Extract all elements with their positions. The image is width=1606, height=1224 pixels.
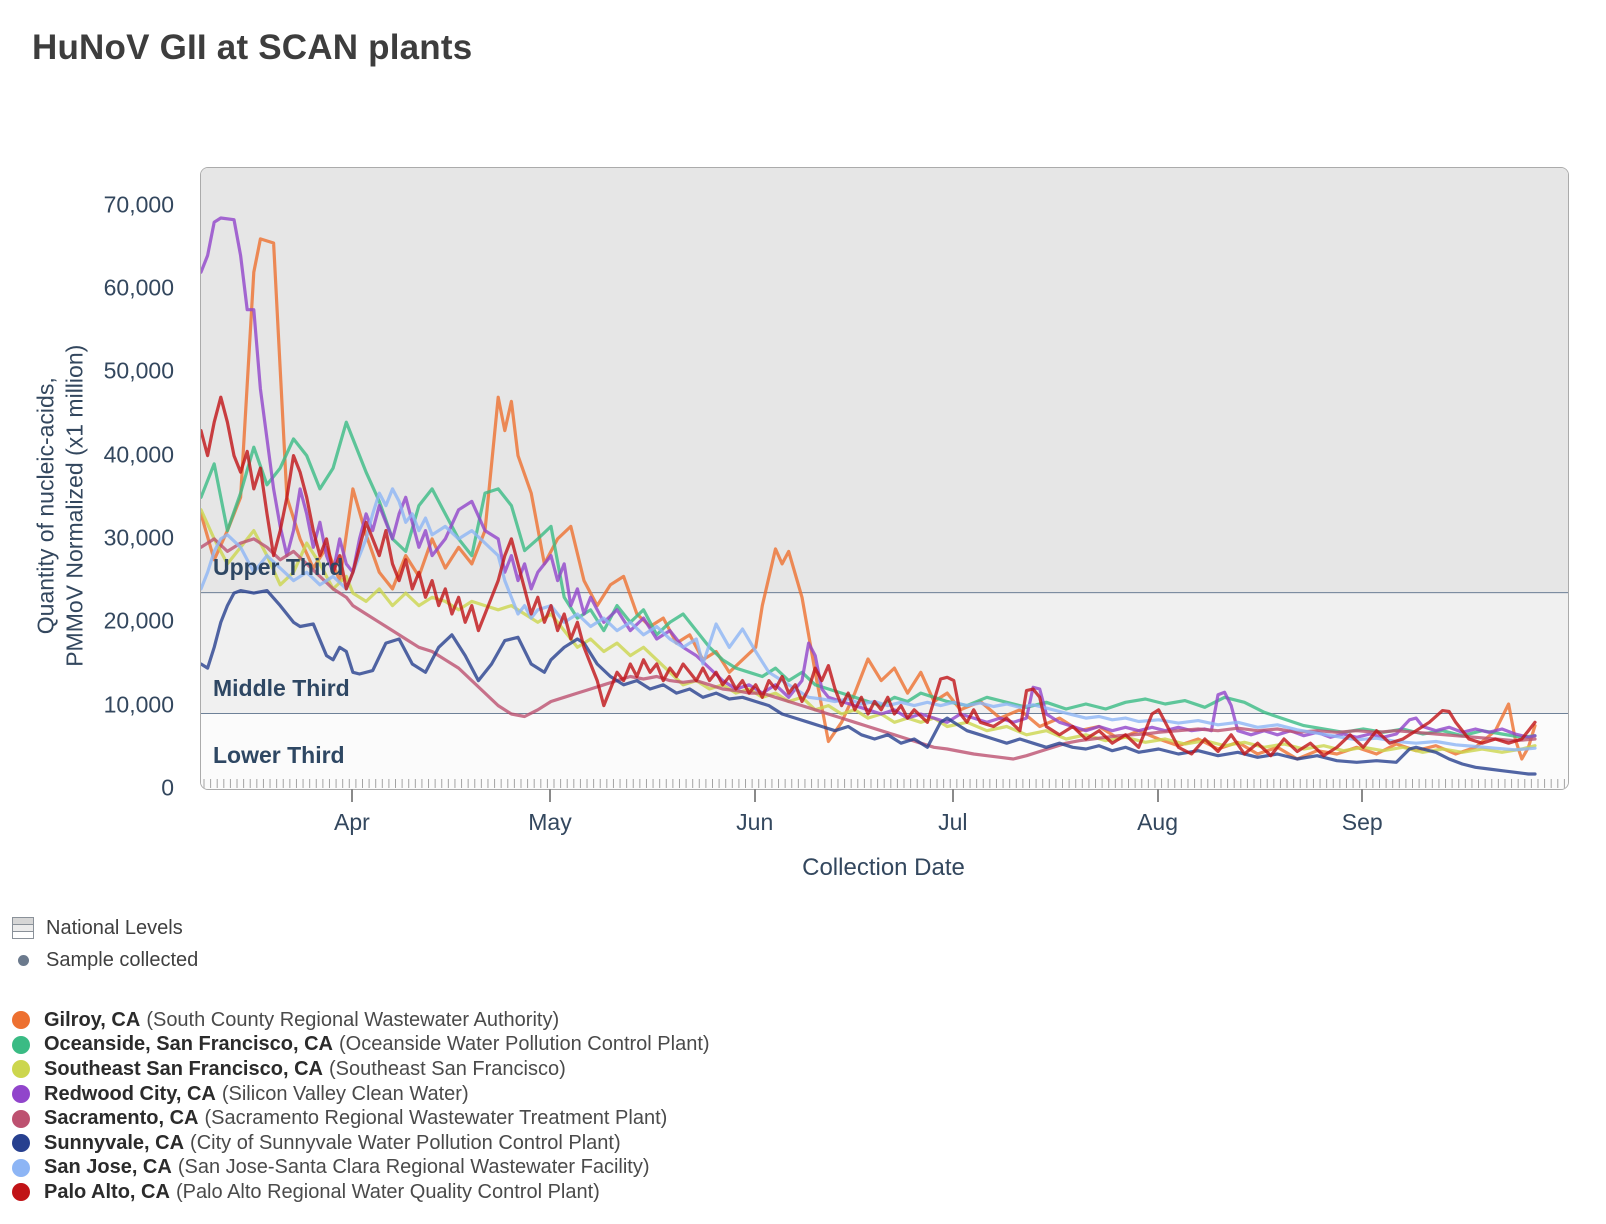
series-line-san-jose-ca[interactable] bbox=[201, 487, 1537, 752]
series-line-sunnyvale-ca[interactable] bbox=[201, 589, 1537, 776]
chart-canvas[interactable]: Upper Third Middle Third Lower Third bbox=[201, 168, 1568, 789]
sample-collected-dot-icon bbox=[18, 954, 29, 966]
y-tick-label: 50,000 bbox=[103, 357, 174, 384]
plot-area[interactable]: Upper Third Middle Third Lower Third bbox=[200, 167, 1569, 790]
legend-plant-name: Oceanside, San Francisco, CA bbox=[44, 1033, 333, 1056]
legend-item-southeast-san-francisco-ca[interactable]: Southeast San Francisco, CA (Southeast Sa… bbox=[12, 1057, 710, 1082]
y-tick-label: 0 bbox=[161, 774, 174, 801]
page-title: HuNoV GII at SCAN plants bbox=[32, 28, 473, 67]
national-levels-label: National Levels bbox=[46, 916, 183, 939]
y-tick-label: 20,000 bbox=[103, 607, 174, 634]
series-line-gilroy-ca[interactable] bbox=[201, 237, 1537, 761]
series-line-palo-alto-ca[interactable] bbox=[201, 395, 1537, 758]
sample-collected-label: Sample collected bbox=[46, 948, 199, 971]
legend-item-palo-alto-ca[interactable]: Palo Alto, CA (Palo Alto Regional Water Q… bbox=[12, 1180, 710, 1205]
band-lower-third bbox=[201, 713, 1568, 789]
x-axis-title: Collection Date bbox=[802, 854, 965, 881]
legend-dot bbox=[12, 1011, 30, 1030]
legend-national-levels[interactable]: National Levels bbox=[12, 912, 198, 944]
sample-collected-ticks bbox=[203, 779, 1565, 788]
y-tick-label: 60,000 bbox=[103, 274, 174, 301]
x-tick-label-apr: Apr bbox=[333, 809, 370, 835]
legend-item-oceanside-san-francisco-ca[interactable]: Oceanside, San Francisco, CA (Oceanside W… bbox=[12, 1033, 710, 1058]
x-tick-label-jul: Jul bbox=[938, 809, 968, 835]
legend-item-sunnyvale-ca[interactable]: Sunnyvale, CA (City of Sunnyvale Water Po… bbox=[12, 1131, 710, 1156]
legend-dot bbox=[12, 1085, 30, 1104]
band-label-lower-third: Lower Third bbox=[213, 742, 345, 768]
legend-plant-name: Sacramento, CA bbox=[44, 1107, 199, 1130]
legend-dot bbox=[12, 1060, 30, 1079]
x-tick bbox=[1156, 789, 1159, 802]
legend-dot bbox=[12, 1109, 30, 1128]
legend-plant-name: San Jose, CA bbox=[44, 1156, 172, 1179]
legend-plant-description: (City of Sunnyvale Water Pollution Contr… bbox=[190, 1131, 621, 1154]
legend-plant-description: (Sacramento Regional Wastewater Treatmen… bbox=[204, 1107, 668, 1130]
legend-item-gilroy-ca[interactable]: Gilroy, CA (South County Regional Wastewa… bbox=[12, 1008, 710, 1033]
x-tick-label-jun: Jun bbox=[736, 809, 774, 835]
legend-sample-collected[interactable]: Sample collected bbox=[12, 944, 198, 976]
x-tick-label-sep: Sep bbox=[1341, 809, 1383, 835]
y-tick-label: 40,000 bbox=[103, 441, 174, 468]
y-tick-label: 70,000 bbox=[103, 191, 174, 217]
chart-legend: National Levels Sample collected bbox=[12, 912, 198, 976]
legend-plant-name: Gilroy, CA bbox=[44, 1008, 141, 1031]
legend-plant-name: Southeast San Francisco, CA bbox=[44, 1057, 323, 1080]
x-tick bbox=[951, 789, 954, 802]
x-axis: Apr May Jun Jul Aug Sep bbox=[200, 789, 1567, 859]
x-tick bbox=[549, 789, 551, 802]
x-tick-label-may: May bbox=[528, 809, 572, 835]
legend-item-redwood-city-ca[interactable]: Redwood City, CA (Silicon Valley Clean Wa… bbox=[12, 1082, 710, 1107]
x-tick bbox=[1361, 789, 1364, 802]
band-upper-third bbox=[201, 168, 1568, 594]
legend-dot bbox=[12, 1158, 30, 1177]
series-line-sacramento-ca[interactable] bbox=[201, 537, 1537, 761]
national-levels-icon bbox=[12, 917, 34, 939]
legend-dot bbox=[12, 1035, 30, 1054]
legend-plant-description: (Oceanside Water Pollution Control Plant… bbox=[339, 1033, 710, 1056]
y-axis-tick-labels: 0 10,000 20,000 30,000 40,000 50,000 60,000 70,… bbox=[0, 167, 188, 801]
legend-dot bbox=[12, 1183, 30, 1202]
legend-plant-name: Palo Alto, CA bbox=[44, 1180, 170, 1203]
legend-plant-name: Redwood City, CA bbox=[44, 1082, 216, 1105]
legend-plant-description: (Southeast San Francisco) bbox=[328, 1057, 566, 1080]
y-tick-label: 30,000 bbox=[103, 524, 174, 551]
legend-item-sacramento-ca[interactable]: Sacramento, CA (Sacramento Regional Waste… bbox=[12, 1106, 710, 1131]
legend-plant-name: Sunnyvale, CA bbox=[44, 1131, 185, 1154]
legend-plant-description: (San Jose-Santa Clara Regional Wastewate… bbox=[177, 1156, 650, 1179]
legend-dot bbox=[12, 1134, 30, 1153]
legend-plant-description: (South County Regional Wastewater Author… bbox=[146, 1008, 560, 1031]
x-tick-label-aug: Aug bbox=[1137, 809, 1179, 835]
band-label-upper-third: Upper Third bbox=[213, 554, 343, 580]
legend-plant-description: (Palo Alto Regional Water Quality Contro… bbox=[175, 1180, 600, 1203]
plant-legend: Gilroy, CA (South County Regional Wastewa… bbox=[12, 1008, 710, 1205]
legend-item-san-jose-ca[interactable]: San Jose, CA (San Jose-Santa Clara Region… bbox=[12, 1156, 710, 1181]
legend-plant-description: (Silicon Valley Clean Water) bbox=[221, 1082, 469, 1105]
band-middle-third bbox=[201, 593, 1568, 714]
x-tick bbox=[350, 789, 353, 802]
band-label-middle-third: Middle Third bbox=[213, 675, 350, 701]
x-tick bbox=[753, 789, 756, 802]
y-tick-label: 10,000 bbox=[103, 691, 174, 718]
